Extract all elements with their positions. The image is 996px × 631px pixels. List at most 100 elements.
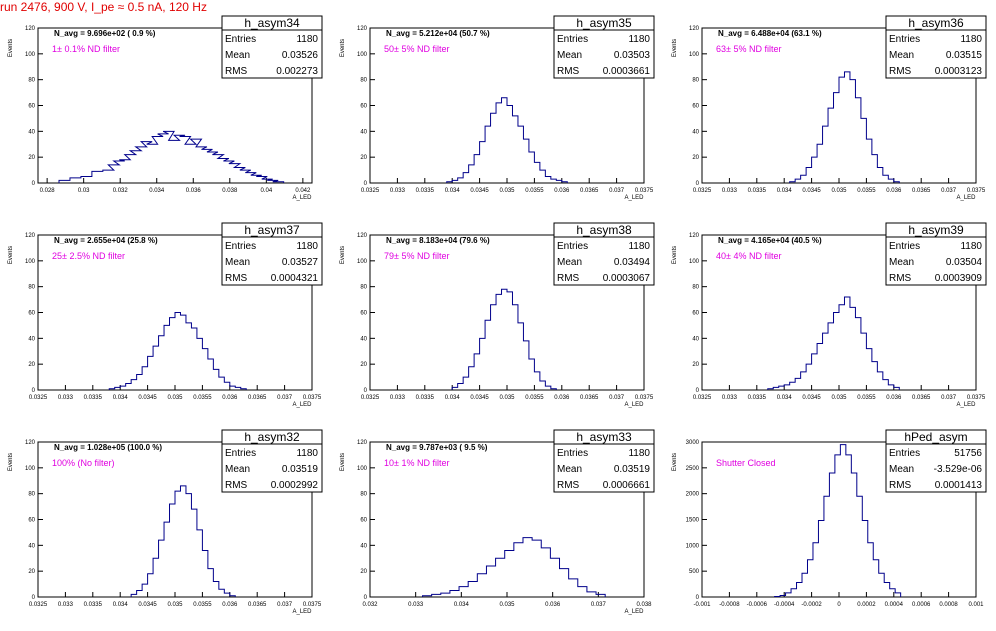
stats-mean-value: 0.03527	[282, 257, 319, 268]
x-tick-label: 0.042	[295, 188, 311, 194]
y-tick-label: 0	[364, 388, 368, 394]
y-tick-label: 100	[25, 259, 36, 265]
stats-mean-key: Mean	[557, 257, 582, 268]
stats-rms-key: RMS	[225, 66, 248, 77]
filter-note: 100% (No filter)	[52, 458, 115, 468]
x-tick-label: 0.033	[58, 395, 74, 401]
x-tick-label: 0.032	[362, 602, 378, 608]
histogram-line	[774, 444, 902, 597]
y-tick-label: 80	[692, 285, 699, 291]
x-tick-label: 0.0345	[470, 395, 489, 401]
stats-mean-key: Mean	[225, 464, 250, 475]
stats-entries-value: 1180	[628, 34, 650, 45]
x-tick-label: 0.038	[222, 188, 238, 194]
histogram-svg: 0.0325 0.033 0.0335 0.034 0.0345 0.035 0.0355 0…	[672, 222, 987, 408]
navg-label: N_avg = 1.028e+05 (100.0 %)	[54, 443, 162, 452]
x-tick-label: 0.0345	[802, 188, 821, 194]
x-tick-label: 0.0365	[912, 395, 931, 401]
x-tick-label: 0.0355	[525, 188, 544, 194]
stats-rms-key: RMS	[557, 273, 580, 284]
x-tick-label: 0.0325	[693, 395, 712, 401]
x-tick-label: 0.037	[591, 602, 607, 608]
stats-rms-value: 0.0003661	[603, 66, 651, 77]
y-tick-label: 80	[360, 492, 367, 498]
navg-label: N_avg = 2.655e+04 (25.8 %)	[54, 236, 158, 245]
y-tick-label: 500	[689, 569, 700, 575]
stats-box	[221, 236, 323, 286]
x-tick-label: 0.0365	[580, 188, 599, 194]
histogram-svg: 0.0325 0.033 0.0335 0.034 0.0345 0.035 0.0355 0…	[8, 429, 323, 615]
x-tick-label: 0.036	[886, 395, 902, 401]
y-tick-label: 2500	[686, 466, 700, 472]
y-axis-label: Events	[8, 39, 14, 57]
histogram-panel: 0.0325 0.033 0.0335 0.034 0.0345 0.035 0.0355 0…	[332, 12, 662, 217]
histogram-svg: 0.0325 0.033 0.0335 0.034 0.0345 0.035 0.0355 0…	[340, 15, 655, 201]
y-tick-label: 120	[25, 233, 36, 239]
navg-label: N_avg = 9.696e+02 ( 0.9 %)	[54, 29, 156, 38]
x-tick-label: -0.001	[693, 602, 711, 608]
y-tick-label: 20	[360, 155, 367, 161]
histogram-name: h_asym35	[576, 16, 632, 30]
stats-entries-value: 1180	[628, 448, 650, 459]
stats-rms-value: 0.0003909	[935, 273, 983, 284]
x-tick-label: 0.035	[499, 395, 515, 401]
x-tick-label: 0.033	[390, 395, 406, 401]
x-tick-label: 0.0004	[885, 602, 904, 608]
y-tick-label: 80	[360, 78, 367, 84]
stats-box	[885, 236, 987, 286]
x-tick-label: 0.0345	[470, 188, 489, 194]
x-tick-label: 0.0375	[967, 395, 986, 401]
x-tick-label: 0.033	[408, 602, 424, 608]
y-tick-label: 60	[360, 104, 367, 110]
y-tick-label: 60	[360, 311, 367, 317]
y-tick-label: 120	[25, 26, 36, 32]
y-tick-label: 120	[357, 233, 368, 239]
x-tick-label: -0.0004	[774, 602, 795, 608]
x-tick-label: 0.036	[886, 188, 902, 194]
stats-mean-key: Mean	[889, 257, 914, 268]
y-tick-label: 100	[357, 259, 368, 265]
stats-box	[553, 29, 655, 79]
x-tick-label: 0.0375	[967, 188, 986, 194]
histogram-panel: 0.0325 0.033 0.0335 0.034 0.0345 0.035 0.0355 0…	[0, 426, 330, 631]
y-axis-label: Events	[8, 453, 14, 471]
histogram-panel: 0.0325 0.033 0.0335 0.034 0.0345 0.035 0.0355 0…	[664, 219, 994, 424]
stats-rms-value: 0.0001413	[935, 480, 983, 491]
x-tick-label: 0.034	[777, 395, 793, 401]
navg-label: N_avg = 8.183e+04 (79.6 %)	[386, 236, 490, 245]
stats-mean-key: Mean	[889, 50, 914, 61]
stats-entries-key: Entries	[225, 448, 256, 459]
histogram-svg: 0.0325 0.033 0.0335 0.034 0.0345 0.035 0.0355 0…	[8, 222, 323, 408]
x-tick-label: 0.0375	[635, 188, 654, 194]
x-tick-label: 0.0002	[857, 602, 876, 608]
x-tick-label: 0.034	[149, 188, 165, 194]
y-tick-label: 60	[28, 518, 35, 524]
stats-mean-key: Mean	[225, 50, 250, 61]
x-tick-label: 0.0006	[912, 602, 931, 608]
y-tick-label: 20	[692, 155, 699, 161]
y-tick-label: 0	[696, 181, 700, 187]
stats-entries-key: Entries	[557, 448, 588, 459]
y-tick-label: 80	[692, 78, 699, 84]
x-tick-label: 0.033	[58, 602, 74, 608]
x-tick-label: 0.033	[390, 188, 406, 194]
x-tick-label: 0.0355	[193, 395, 212, 401]
x-tick-label: 0.033	[722, 188, 738, 194]
y-axis-label: Events	[672, 39, 678, 57]
histogram-line	[789, 71, 900, 183]
y-tick-label: 120	[689, 26, 700, 32]
x-tick-label: 0.032	[113, 188, 129, 194]
y-tick-label: 60	[692, 311, 699, 317]
y-axis-label: Events	[340, 39, 346, 57]
x-tick-label: 0.0375	[635, 395, 654, 401]
x-tick-label: 0.037	[609, 188, 625, 194]
y-tick-label: 0	[696, 388, 700, 394]
x-tick-label: -0.0002	[801, 602, 822, 608]
histogram-panel: 0.0325 0.033 0.0335 0.034 0.0345 0.035 0.0355 0…	[332, 219, 662, 424]
stats-mean-value: 0.03526	[282, 50, 319, 61]
x-tick-label: 0.0335	[416, 188, 435, 194]
histogram-panel: 0.032 0.033 0.034 0.035 0.036 0.037 0.038 0 20 40…	[332, 426, 662, 631]
x-axis-label: A_LED	[956, 402, 976, 408]
x-tick-label: 0.0325	[29, 602, 48, 608]
x-tick-label: 0.0325	[29, 395, 48, 401]
